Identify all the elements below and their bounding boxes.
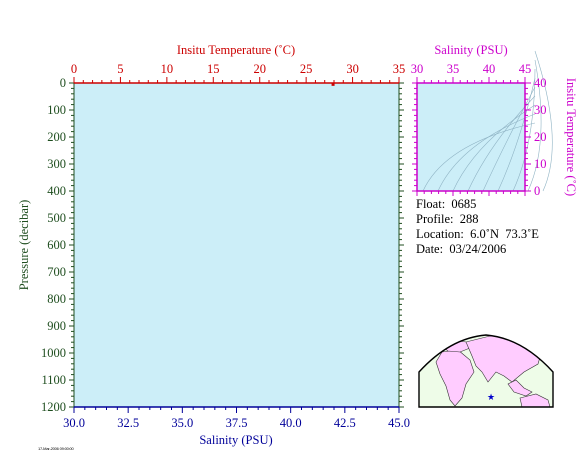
timestamp-footnote: 17-Mar-2006 09:00:00 xyxy=(38,446,74,451)
pressure-tick-label: 1100 xyxy=(41,373,66,387)
ts-temperature-tick-label: 0 xyxy=(534,184,540,198)
location-label: Location: 6.0˚N 73.3˚E xyxy=(416,227,539,241)
salinity-tick-label: 30.0 xyxy=(63,416,85,430)
pressure-axis-ticks: 0 100 200 300 400 500 600 700 800 900 1000 1100 1200 xyxy=(41,76,404,414)
salinity-tick-label: 35.0 xyxy=(171,416,193,430)
temperature-axis-ticks: 0 5 10 15 20 25 30 35 xyxy=(71,62,405,83)
pressure-tick-label: 400 xyxy=(47,184,66,198)
ts-contour-line xyxy=(482,86,536,192)
ts-temperature-tick-label: 40 xyxy=(534,76,547,90)
land-africa xyxy=(435,349,475,407)
temperature-tick-label: 35 xyxy=(393,62,406,76)
ts-contour-line xyxy=(452,104,536,192)
date-label: Date: 03/24/2006 xyxy=(416,242,507,256)
salinity-tick-label: 37.5 xyxy=(226,416,248,430)
temperature-tick-label: 15 xyxy=(207,62,220,76)
salinity-tick-label: 32.5 xyxy=(117,416,139,430)
ts-temperature-title: Insitu Temperature (˚C) xyxy=(564,78,578,196)
pressure-axis-title: Pressure (decibar) xyxy=(17,200,31,291)
float-id-label: Float: 0685 xyxy=(416,197,477,211)
salinity-axis-title: Salinity (PSU) xyxy=(199,433,272,447)
salinity-tick-label: 40.0 xyxy=(280,416,302,430)
float-location-marker: ★ xyxy=(487,392,495,402)
map-outline xyxy=(418,334,554,408)
pressure-tick-label: 0 xyxy=(60,76,66,90)
ts-contour-line xyxy=(437,113,536,192)
pressure-tick-label: 600 xyxy=(47,238,66,252)
pressure-tick-label: 1000 xyxy=(41,346,66,360)
ts-contour-line xyxy=(527,59,542,192)
ts-salinity-tick-label: 30 xyxy=(411,62,424,76)
land-southeast-asia xyxy=(507,379,533,397)
ts-temperature-tick-label: 30 xyxy=(534,103,547,117)
ts-temperature-ticks: 0 10 20 30 40 xyxy=(412,76,547,198)
ts-salinity-ticks: 30 35 40 45 xyxy=(411,62,532,196)
ts-contour-line xyxy=(497,77,536,192)
pressure-tick-label: 700 xyxy=(47,265,66,279)
temperature-tick-label: 0 xyxy=(71,62,77,76)
ts-temperature-tick-label: 10 xyxy=(534,157,547,171)
ts-contour-line xyxy=(534,50,553,192)
ts-salinity-title: Salinity (PSU) xyxy=(434,43,507,57)
pressure-tick-label: 1200 xyxy=(41,400,66,414)
salinity-tick-label: 45.0 xyxy=(388,416,410,430)
pressure-tick-label: 900 xyxy=(47,319,66,333)
ts-contour-line xyxy=(422,122,536,192)
salinity-tick-label: 42.5 xyxy=(334,416,356,430)
profile-number-label: Profile: 288 xyxy=(416,212,479,226)
profile-plot-area xyxy=(74,83,399,407)
salinity-axis-ticks: 30.0 32.5 35.0 37.5 40.0 42.5 45.0 xyxy=(63,407,410,430)
ts-salinity-tick-label: 40 xyxy=(483,62,496,76)
pressure-tick-label: 500 xyxy=(47,211,66,225)
temperature-axis-title: Insitu Temperature (˚C) xyxy=(177,43,295,57)
pressure-tick-label: 300 xyxy=(47,157,66,171)
ts-salinity-tick-label: 45 xyxy=(519,62,532,76)
pressure-tick-label: 800 xyxy=(47,292,66,306)
land-australia xyxy=(519,393,551,407)
temperature-tick-label: 5 xyxy=(117,62,123,76)
profile-panel: 0100200300400500600700800900100011001200… xyxy=(17,43,410,447)
temperature-tick-label: 10 xyxy=(161,62,174,76)
location-map: ★ xyxy=(418,334,554,408)
profile-data-marks xyxy=(331,82,335,86)
ts-temperature-tick-label: 20 xyxy=(534,130,547,144)
ts-plot-area xyxy=(417,83,525,191)
temperature-tick-label: 20 xyxy=(253,62,266,76)
temperature-tick-label: 30 xyxy=(346,62,359,76)
pressure-tick-label: 100 xyxy=(47,103,66,117)
ts-salinity-tick-label: 35 xyxy=(447,62,460,76)
pressure-tick-label: 200 xyxy=(47,130,66,144)
temperature-data-point xyxy=(331,82,335,86)
temperature-tick-label: 25 xyxy=(300,62,313,76)
